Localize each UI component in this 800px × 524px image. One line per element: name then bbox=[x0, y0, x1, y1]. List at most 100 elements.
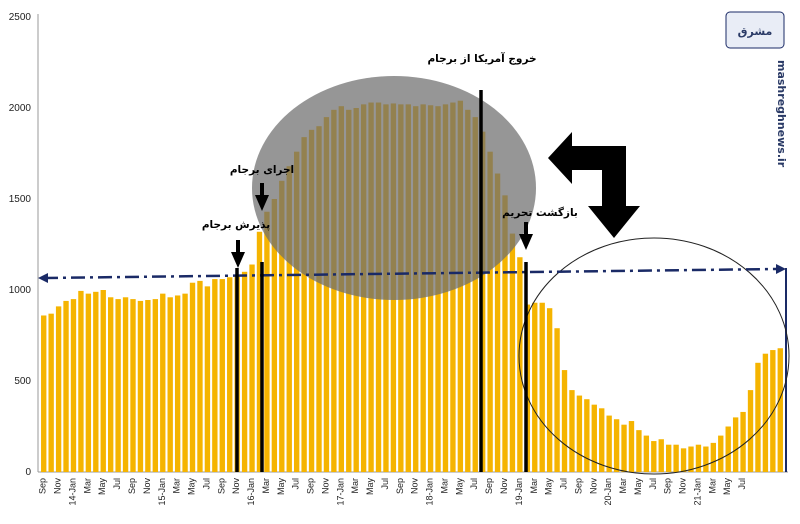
x-tick-label: 16-Jan bbox=[246, 478, 256, 506]
bar bbox=[539, 302, 545, 472]
bar bbox=[703, 446, 709, 472]
bar bbox=[561, 370, 568, 472]
y-tick-label: 1000 bbox=[9, 285, 32, 296]
bar bbox=[219, 279, 225, 472]
bar bbox=[70, 299, 77, 472]
bar bbox=[115, 299, 121, 472]
x-tick-label: Nov bbox=[231, 478, 241, 495]
bar bbox=[680, 448, 687, 472]
x-tick-label: Jul bbox=[380, 478, 390, 490]
bar bbox=[122, 297, 129, 472]
x-tick-labels: Sep Nov 14-Jan Mar May Jul Sep Nov 15-Jan Mar May J… bbox=[38, 478, 747, 506]
y-tick-label: 2000 bbox=[9, 103, 32, 114]
x-tick-label: Sep bbox=[127, 478, 137, 494]
bar bbox=[666, 444, 672, 472]
bar bbox=[241, 271, 248, 472]
bar bbox=[189, 282, 196, 472]
bar bbox=[197, 280, 203, 472]
x-tick-label: Mar bbox=[172, 478, 182, 494]
bar bbox=[732, 417, 739, 472]
bar bbox=[137, 300, 144, 472]
bar bbox=[755, 362, 761, 472]
bar bbox=[93, 291, 99, 472]
bar bbox=[613, 419, 620, 472]
bar bbox=[316, 126, 322, 472]
x-tick-label: 21-Jan bbox=[692, 478, 702, 506]
x-tick-label: Sep bbox=[38, 478, 48, 494]
reference-line-arrow-left bbox=[38, 273, 48, 283]
bar bbox=[487, 151, 493, 472]
bar bbox=[465, 109, 471, 472]
bar bbox=[651, 441, 657, 472]
x-tick-label: Nov bbox=[588, 478, 598, 495]
x-tick-label: Nov bbox=[320, 478, 330, 495]
bar bbox=[55, 306, 62, 472]
y-tick-labels: 0 500 1000 1500 2000 2500 bbox=[9, 12, 32, 478]
x-tick-label: Mar bbox=[529, 478, 539, 494]
x-tick-label: Nov bbox=[678, 478, 688, 495]
highlight-circle-outline bbox=[518, 237, 790, 475]
y-tick-label: 500 bbox=[14, 376, 31, 387]
bar bbox=[546, 308, 553, 472]
x-tick-label: Sep bbox=[216, 478, 226, 494]
bar bbox=[599, 408, 605, 472]
bar bbox=[130, 299, 136, 472]
bar bbox=[41, 315, 47, 472]
x-tick-label: 14-Jan bbox=[68, 478, 78, 506]
bar bbox=[695, 444, 702, 472]
bar bbox=[636, 430, 642, 472]
x-tick-label: Nov bbox=[410, 478, 420, 495]
x-tick-label: May bbox=[633, 478, 643, 496]
bar bbox=[301, 137, 307, 472]
bar bbox=[279, 180, 285, 473]
bar bbox=[621, 424, 627, 472]
bar bbox=[584, 399, 590, 472]
bar bbox=[762, 353, 769, 472]
bar bbox=[628, 421, 635, 472]
bar bbox=[227, 277, 233, 472]
bar bbox=[174, 295, 181, 472]
bar bbox=[673, 444, 679, 472]
watermark-logo: مشرق bbox=[725, 11, 785, 49]
x-tick-label: Jul bbox=[291, 478, 301, 490]
svg-text:مشرق: مشرق bbox=[738, 25, 773, 38]
bar bbox=[770, 350, 776, 472]
bar bbox=[204, 286, 211, 472]
x-tick-label: Nov bbox=[142, 478, 152, 495]
bar bbox=[569, 390, 575, 472]
bar bbox=[725, 426, 731, 472]
bar bbox=[108, 297, 114, 472]
y-tick-label: 2500 bbox=[9, 12, 32, 23]
bar bbox=[100, 290, 106, 472]
annotation-sanctions-return: بازگشت تحریم bbox=[502, 206, 578, 219]
x-tick-label: Jul bbox=[737, 478, 747, 490]
bar bbox=[747, 390, 754, 472]
bar bbox=[323, 117, 330, 472]
x-tick-label: Jul bbox=[112, 478, 122, 490]
bar bbox=[643, 435, 650, 472]
x-tick-label: Mar bbox=[440, 478, 450, 494]
bar bbox=[554, 328, 560, 472]
x-tick-label: Mar bbox=[82, 478, 92, 494]
x-tick-label: Sep bbox=[573, 478, 583, 494]
x-tick-label: Mar bbox=[618, 478, 628, 494]
bar bbox=[710, 442, 716, 472]
x-tick-label: 17-Jan bbox=[335, 478, 345, 506]
y-tick-label: 1500 bbox=[9, 194, 32, 205]
bar bbox=[145, 300, 151, 472]
bar bbox=[48, 313, 54, 472]
bar bbox=[509, 233, 516, 472]
bar bbox=[286, 166, 292, 473]
bar bbox=[777, 348, 783, 472]
bar bbox=[85, 293, 92, 472]
bar bbox=[606, 415, 612, 472]
watermark-text: mashreghnews.ir bbox=[775, 60, 788, 168]
annotation-implement-jcpoa: اجرای برجام bbox=[230, 164, 294, 176]
x-tick-label: May bbox=[722, 478, 732, 496]
x-tick-label: 19-Jan bbox=[514, 478, 524, 506]
bar bbox=[167, 297, 173, 472]
x-tick-label: Nov bbox=[53, 478, 63, 495]
bar bbox=[502, 195, 508, 473]
bar bbox=[294, 151, 300, 472]
